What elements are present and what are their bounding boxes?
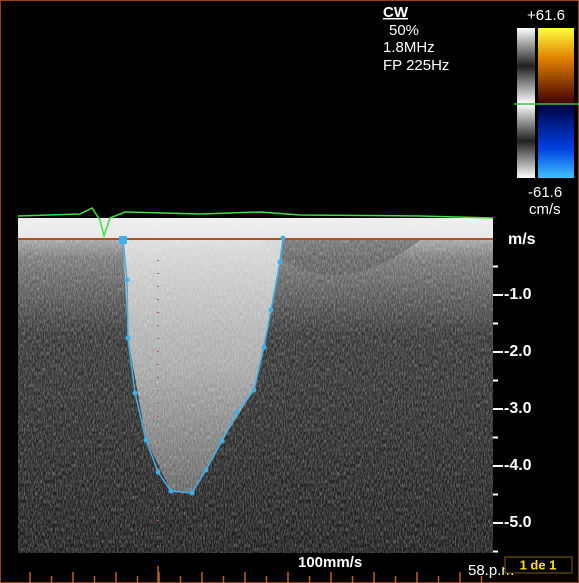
color-bar: +61.6 -61.6 cm/s [514,7,579,218]
scale-tick-label: -2.0 [504,343,532,360]
mode-info: CW 50% 1.8MHz FP 225Hz [383,4,449,74]
power: 50% [389,22,419,39]
velocity-trace [119,235,286,496]
color-bar-unit: cm/s [529,201,561,218]
scale-unit: m/s [508,231,536,248]
spectrum [17,207,494,553]
sweep-speed: 100mm/s [298,554,362,571]
scale-tick-label: -1.0 [504,286,532,303]
filter: FP 225Hz [383,57,449,74]
scale-tick-label: -5.0 [504,514,532,531]
color-bar-max: +61.6 [527,7,565,24]
heart-rate: 58.p.m [468,562,514,579]
scale-tick-label: -3.0 [504,400,532,417]
footer: 100mm/s 58.p.m 1 de 1 [29,554,573,583]
frequency: 1.8MHz [383,39,435,56]
page-box [504,556,573,574]
mode-name: CW [383,4,409,21]
velocity-scale: m/s -1.0 -2.0 -3.0 -4.0 -5.0 [493,231,536,553]
scale-tick-label: -4.0 [504,457,532,474]
page-indicator: 1 de 1 [520,557,557,572]
color-bar-min: -61.6 [528,184,562,201]
